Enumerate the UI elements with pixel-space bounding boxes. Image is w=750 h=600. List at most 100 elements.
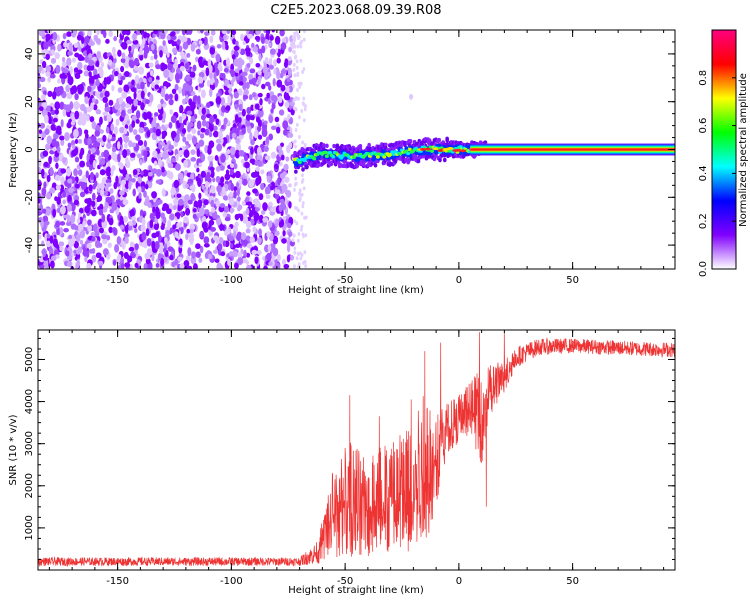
noise-cell (142, 126, 149, 132)
noise-cell (59, 135, 65, 141)
noise-cell (294, 128, 298, 133)
noise-cell (64, 131, 70, 142)
noise-cell (278, 109, 285, 116)
noise-cell (295, 59, 299, 64)
noise-cell (52, 91, 57, 100)
noise-cell (94, 180, 98, 187)
noise-cell (99, 203, 104, 211)
noise-cell (183, 262, 189, 269)
noise-cell (206, 102, 211, 109)
noise-cell (236, 127, 240, 137)
noise-cell (186, 110, 193, 116)
noise-cell (74, 138, 79, 145)
noise-cell (241, 200, 246, 206)
noise-cell (55, 162, 59, 169)
noise-cell (112, 52, 117, 59)
noise-cell (268, 64, 274, 70)
noise-cell (268, 201, 273, 207)
noise-cell (299, 44, 303, 49)
noise-cell (280, 84, 286, 92)
noise-cell (152, 150, 158, 158)
noise-cell (237, 196, 241, 202)
noise-cell (50, 255, 57, 262)
noise-cell (49, 187, 56, 194)
noise-cell (120, 75, 126, 81)
noise-cell (88, 184, 93, 192)
noise-cell (300, 192, 304, 197)
noise-cell (287, 67, 292, 77)
noise-cell (241, 108, 246, 117)
noise-cell (282, 229, 286, 237)
noise-cell (127, 53, 134, 58)
noise-cell (266, 231, 271, 238)
noise-cell (231, 132, 237, 139)
noise-cell (183, 216, 189, 224)
noise-cell (168, 93, 173, 100)
signal-core-cell (331, 155, 336, 159)
noise-cell (74, 183, 80, 189)
noise-cell (38, 197, 41, 204)
noise-cell (268, 115, 274, 124)
noise-cell (128, 59, 133, 68)
noise-cell (109, 188, 114, 194)
noise-cell (88, 59, 95, 67)
noise-cell (188, 237, 195, 243)
noise-cell (163, 247, 167, 253)
noise-cell (61, 56, 66, 63)
noise-cell (268, 57, 273, 66)
noise-cell (187, 247, 192, 257)
noise-cell (244, 67, 250, 73)
spectrogram-ytick-label: 40 (24, 48, 35, 61)
noise-cell (200, 170, 207, 178)
noise-cell (298, 188, 302, 193)
noise-cell (179, 51, 185, 57)
noise-cell (190, 43, 196, 52)
noise-cell (73, 240, 79, 249)
signal-core-cell (297, 160, 302, 164)
noise-cell (273, 68, 277, 75)
noise-cell (159, 50, 163, 58)
noise-cell (177, 235, 181, 240)
snr-frame (37, 329, 676, 571)
snr-ytick-label: 1000 (24, 515, 35, 540)
noise-cell (123, 84, 130, 93)
spectrogram-xlabel: Height of straight line (km) (288, 285, 424, 296)
signal-peak-cell (454, 148, 461, 152)
spectrogram-ylabel: Frequency (Hz) (8, 112, 19, 188)
noise-cell (264, 155, 271, 161)
noise-cell (186, 228, 191, 234)
noise-cell (112, 227, 118, 234)
noise-cell (87, 219, 92, 226)
noise-cell (187, 121, 194, 128)
noise-cell (268, 42, 272, 48)
signal-halo-cell (335, 145, 340, 150)
noise-cell (47, 90, 53, 97)
noise-cell (43, 161, 49, 168)
noise-cell (201, 119, 207, 127)
noise-cell (254, 35, 261, 41)
noise-cell (40, 221, 44, 228)
noise-cell (241, 127, 246, 135)
noise-cell (117, 153, 121, 163)
noise-cell (116, 236, 122, 245)
noise-cell (133, 91, 137, 100)
noise-cell (262, 65, 269, 74)
noise-cell (195, 251, 201, 258)
noise-cell (302, 101, 305, 106)
noise-cell (248, 94, 253, 101)
noise-cell (185, 74, 191, 82)
noise-cell (94, 130, 100, 137)
noise-cell (85, 133, 89, 139)
noise-cell (285, 156, 290, 162)
signal-core-cell (324, 154, 329, 158)
noise-cell (57, 43, 62, 52)
noise-cell (38, 106, 44, 112)
noise-cell (40, 168, 45, 177)
noise-cell (249, 131, 253, 141)
noise-cell (263, 120, 268, 125)
noise-cell (134, 227, 138, 234)
noise-cell (102, 96, 109, 103)
noise-cell (171, 261, 176, 268)
noise-cell (300, 39, 304, 44)
noise-cell (72, 85, 78, 94)
